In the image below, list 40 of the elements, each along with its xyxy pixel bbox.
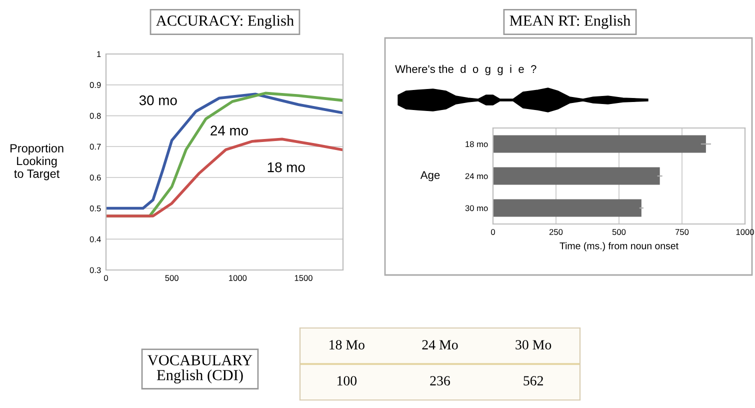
x-tick-label: 1000: [736, 229, 754, 235]
y-tick-label: 18 mo: [466, 141, 488, 148]
category-label: 18 Mo: [330, 340, 364, 350]
series-label: 30 mo: [139, 95, 177, 106]
y-tick-label: 0.6: [90, 174, 101, 181]
text: Where's the d o g g i e ?: [395, 64, 536, 76]
series-label: 18 mo: [268, 162, 305, 172]
y-tick-label: 0.4: [90, 236, 101, 242]
y-axis-title: Age: [420, 171, 440, 182]
bar: [493, 135, 706, 153]
series-label: 24 mo: [210, 126, 248, 136]
x-tick-label: 250: [549, 229, 563, 235]
y-tick-label: 0.9: [90, 82, 101, 88]
x-tick-label: 500: [165, 275, 178, 281]
y-tick-label: 0.7: [90, 144, 101, 150]
y-tick-label: 0.5: [90, 205, 101, 212]
chart-title: ACCURACY: English: [156, 15, 294, 29]
bar: [493, 199, 642, 217]
y-axis-title: Proportion Looking to Target: [10, 144, 64, 180]
line-series: [106, 138, 343, 218]
x-tick-label: 0: [104, 275, 108, 281]
x-tick-label: 1000: [229, 275, 247, 281]
data-label: 562: [524, 376, 543, 386]
bar: [493, 167, 660, 185]
y-tick-label: 0.3: [90, 267, 101, 274]
y-tick-label: 30 mo: [465, 205, 488, 212]
y-tick-label: 0.8: [90, 112, 101, 119]
category-label: 30 Mo: [516, 340, 552, 350]
x-tick-label: 0: [491, 229, 495, 235]
x-tick-label: 500: [612, 229, 626, 235]
y-tick-label: 24 mo: [465, 173, 488, 180]
category-label: 24 Mo: [422, 340, 458, 350]
data-label: 100: [337, 376, 357, 386]
text: VOCABULARY English (CDI): [148, 355, 252, 384]
y-tick-label: 1: [97, 51, 101, 58]
x-tick-label: 750: [675, 229, 689, 235]
data-label: 236: [430, 376, 450, 386]
chart-title: MEAN RT: English: [510, 15, 630, 29]
x-tick-label: 1500: [294, 275, 312, 281]
x-axis-title: Time (ms.) from noun onset: [560, 242, 678, 252]
